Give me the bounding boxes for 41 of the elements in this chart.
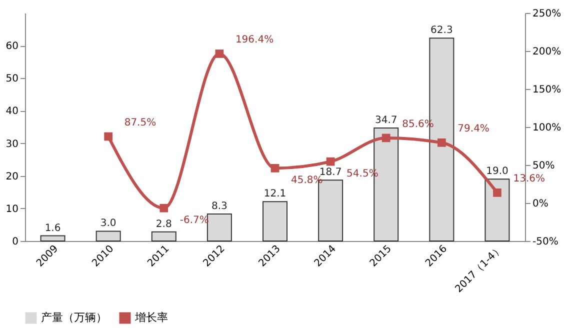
data-label: 2.8 (156, 218, 172, 230)
point (104, 132, 113, 141)
data-label: 87.5% (124, 118, 156, 128)
bar (40, 235, 66, 242)
legend-label: 产量（万辆） (41, 311, 107, 324)
point (382, 134, 390, 142)
data-label: 8.3 (211, 200, 228, 212)
y-tick-label: 20 (6, 171, 18, 182)
y-tick-label: 60 (6, 41, 18, 52)
data-label: 79.4% (458, 124, 490, 135)
y2-tick-label: 200% (532, 46, 562, 58)
legend-label: 增长率 (134, 311, 168, 324)
point (326, 157, 335, 166)
bar (206, 213, 232, 242)
y-tick-label: 50 (6, 74, 18, 85)
y-tick-label: 40 (6, 106, 18, 118)
point (493, 188, 502, 197)
data-label: 196.4% (235, 34, 274, 46)
bar (96, 230, 121, 242)
data-label: 3.0 (100, 218, 116, 230)
y2-tick-label: 250% (532, 8, 562, 20)
data-label: 1.6 (44, 222, 61, 234)
point (437, 138, 446, 147)
point (160, 204, 168, 212)
point (215, 50, 224, 58)
data-label: 12.1 (264, 188, 286, 200)
bar (484, 178, 510, 242)
y2-tick-label: 0% (532, 198, 548, 210)
y-tick-label: 30 (6, 138, 18, 150)
data-label: 62.3 (430, 25, 453, 36)
bar (151, 231, 176, 242)
y-tick-label: 10 (6, 204, 18, 215)
y2-tick-label: 100% (532, 122, 562, 134)
y2-tick-label: 150% (532, 84, 562, 96)
y2-tick-label: -50% (532, 236, 558, 248)
data-label: 19.0 (486, 166, 508, 178)
y2-tick-label: 50% (532, 160, 555, 172)
y-tick-label: 0 (12, 236, 18, 248)
bar (262, 201, 288, 242)
data-label: 34.7 (374, 114, 398, 126)
point (270, 164, 280, 172)
